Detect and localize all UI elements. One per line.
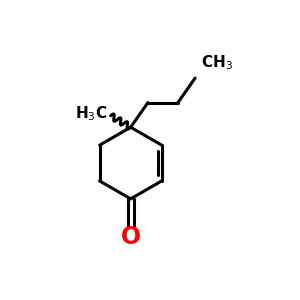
- Text: CH$_3$: CH$_3$: [201, 54, 233, 72]
- Text: O: O: [121, 225, 141, 249]
- Text: H$_3$C: H$_3$C: [75, 104, 107, 123]
